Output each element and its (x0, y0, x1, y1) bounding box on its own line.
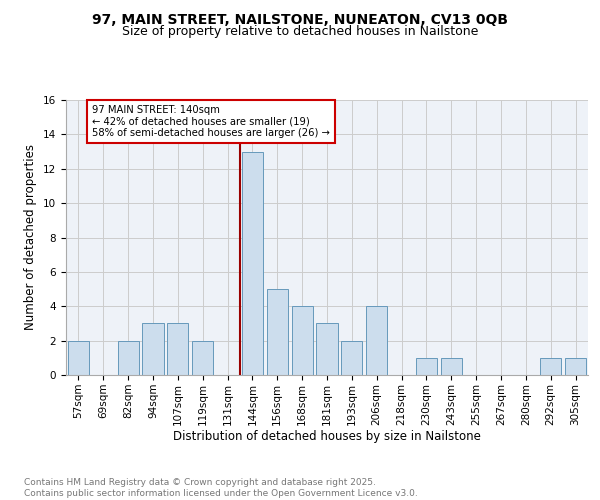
Bar (142, 324, 164, 375)
Bar (118, 340, 139, 375)
X-axis label: Distribution of detached houses by size in Nailstone: Distribution of detached houses by size … (173, 430, 481, 444)
Bar (540, 358, 561, 375)
Text: 97 MAIN STREET: 140sqm
← 42% of detached houses are smaller (19)
58% of semi-det: 97 MAIN STREET: 140sqm ← 42% of detached… (92, 105, 330, 138)
Bar (366, 306, 387, 375)
Bar (441, 358, 462, 375)
Text: Size of property relative to detached houses in Nailstone: Size of property relative to detached ho… (122, 25, 478, 38)
Bar (292, 306, 313, 375)
Bar (68, 340, 89, 375)
Bar (341, 340, 362, 375)
Bar (192, 340, 213, 375)
Bar (267, 289, 288, 375)
Bar (316, 324, 338, 375)
Bar (565, 358, 586, 375)
Text: 97, MAIN STREET, NAILSTONE, NUNEATON, CV13 0QB: 97, MAIN STREET, NAILSTONE, NUNEATON, CV… (92, 12, 508, 26)
Text: Contains HM Land Registry data © Crown copyright and database right 2025.
Contai: Contains HM Land Registry data © Crown c… (24, 478, 418, 498)
Y-axis label: Number of detached properties: Number of detached properties (25, 144, 37, 330)
Bar (167, 324, 188, 375)
Bar (242, 152, 263, 375)
Bar (416, 358, 437, 375)
